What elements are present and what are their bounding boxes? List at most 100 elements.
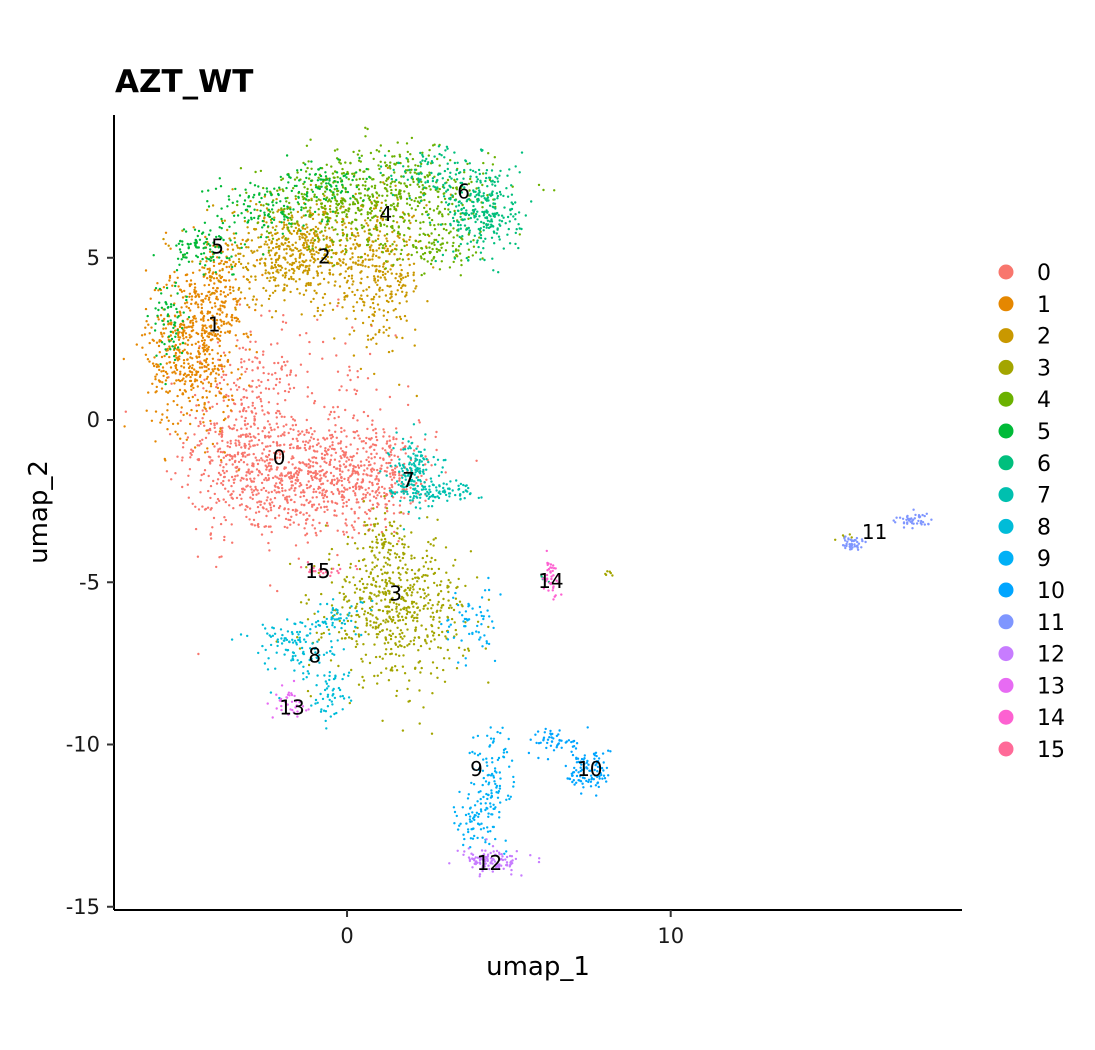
data-point <box>419 227 422 230</box>
data-point <box>481 206 484 209</box>
data-point <box>343 276 346 280</box>
data-point <box>320 477 323 480</box>
data-point <box>395 605 398 608</box>
data-point <box>290 275 293 279</box>
data-point <box>496 177 499 180</box>
data-point <box>182 228 186 231</box>
data-point <box>189 379 193 383</box>
data-point <box>276 210 279 213</box>
data-point <box>384 580 387 584</box>
data-point <box>224 286 227 289</box>
data-point <box>403 599 406 602</box>
data-point <box>215 501 218 504</box>
data-point <box>347 469 350 472</box>
data-point <box>359 271 362 274</box>
data-point <box>272 204 275 207</box>
data-point <box>407 165 410 168</box>
data-point <box>353 528 356 531</box>
series-cluster-1 <box>122 226 264 472</box>
data-point <box>282 226 286 229</box>
data-point <box>260 473 264 476</box>
data-point <box>398 275 401 278</box>
data-point <box>480 195 483 198</box>
data-point <box>333 149 337 152</box>
data-point <box>282 243 285 246</box>
data-point <box>432 241 435 244</box>
data-point <box>406 579 409 582</box>
data-point <box>198 238 202 241</box>
data-point <box>460 259 463 262</box>
data-point <box>283 248 286 251</box>
data-point <box>214 380 217 383</box>
data-point <box>147 323 150 326</box>
data-point <box>265 479 269 482</box>
data-point <box>437 592 440 595</box>
data-point <box>344 263 348 266</box>
data-point <box>365 473 368 476</box>
data-point <box>314 183 318 187</box>
data-point <box>214 245 217 249</box>
data-point <box>440 201 443 204</box>
data-point <box>388 455 391 458</box>
data-point <box>383 642 386 645</box>
data-point <box>436 676 439 679</box>
data-point <box>224 242 227 245</box>
data-point <box>295 447 299 450</box>
data-point <box>261 430 264 433</box>
data-point <box>375 205 378 208</box>
data-point <box>369 571 373 574</box>
data-point <box>286 226 290 229</box>
data-point <box>228 504 231 507</box>
data-point <box>375 268 378 271</box>
data-point <box>482 172 485 175</box>
data-point <box>277 477 281 480</box>
data-point <box>452 219 456 223</box>
data-point <box>369 620 372 623</box>
data-point <box>235 384 238 387</box>
data-point <box>172 326 175 330</box>
data-point <box>407 212 410 216</box>
data-point <box>165 283 168 286</box>
data-point <box>205 257 209 260</box>
data-point <box>196 255 199 259</box>
data-point <box>280 355 284 359</box>
data-point <box>190 343 194 346</box>
data-point <box>301 236 305 239</box>
data-point <box>218 358 222 362</box>
data-point <box>395 427 398 430</box>
data-point <box>266 190 269 193</box>
data-point <box>178 248 182 251</box>
data-point <box>311 445 315 448</box>
data-point <box>275 225 278 228</box>
data-point <box>453 178 456 182</box>
data-point <box>275 411 278 415</box>
data-point <box>343 477 346 481</box>
data-point <box>367 338 370 341</box>
data-point <box>354 218 357 221</box>
data-point <box>240 398 243 401</box>
data-point <box>412 244 415 247</box>
data-point <box>293 419 297 422</box>
data-point <box>259 400 263 403</box>
data-point <box>307 663 311 667</box>
data-point <box>376 494 379 497</box>
data-point <box>217 455 220 458</box>
data-point <box>232 298 235 301</box>
data-point <box>419 671 422 674</box>
data-point <box>345 176 348 179</box>
data-point <box>242 477 245 480</box>
data-point <box>416 616 419 620</box>
data-point <box>218 274 221 277</box>
data-point <box>411 216 414 219</box>
data-point <box>248 443 251 446</box>
data-point <box>365 624 368 627</box>
data-point <box>194 342 197 345</box>
data-point <box>433 638 436 641</box>
data-point <box>287 461 290 464</box>
data-point <box>194 238 197 242</box>
data-point <box>153 356 156 359</box>
data-point <box>211 361 214 365</box>
data-point <box>240 446 243 449</box>
data-point <box>428 171 431 174</box>
data-point <box>331 443 334 447</box>
